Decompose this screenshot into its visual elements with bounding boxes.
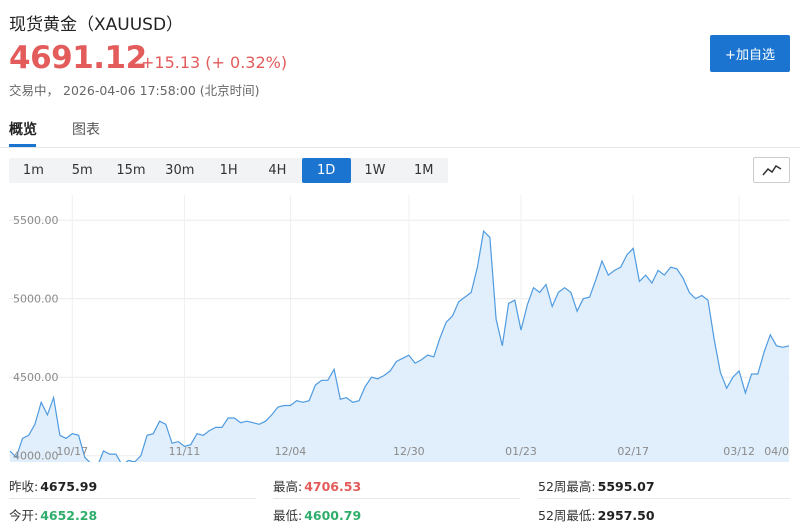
stat-52w-low: 52周最低: 2957.50	[538, 505, 655, 524]
stats-table: 昨收: 4675.99 最高: 4706.53 52周最高: 5595.07 今开: 4…	[0, 470, 800, 528]
stat-value: 5595.07	[597, 479, 655, 494]
divider	[9, 498, 256, 499]
period-4h[interactable]: 4H	[268, 163, 287, 178]
stat-high: 最高: 4706.53	[273, 476, 361, 495]
line-chart-icon	[761, 164, 781, 176]
stat-value: 2957.50	[597, 508, 655, 523]
period-selector: 1m 5m 15m 30m 1H 4H 1D 1W 1M	[9, 158, 449, 183]
period-1m[interactable]: 1m	[22, 163, 44, 178]
trading-status: 交易中，	[9, 83, 60, 98]
active-tab-indicator	[9, 144, 36, 147]
x-tick-label: 01/23	[505, 445, 537, 458]
trading-status-line: 交易中， 2026-04-06 17:58:00 (北京时间)	[9, 80, 260, 99]
y-tick-label: 5500.00	[13, 214, 59, 227]
price-chart[interactable]: 5500.00 5000.00 4500.00 4000.00 10/17 11/11 12…	[9, 195, 790, 462]
stat-52w-high: 52周最高: 5595.07	[538, 476, 655, 495]
price-line	[9, 229, 790, 462]
stat-label: 52周最低:	[538, 508, 596, 523]
quote-datetime: 2026-04-06 17:58:00 (北京时间)	[63, 83, 260, 98]
period-1w[interactable]: 1W	[364, 163, 386, 178]
stat-label: 今开:	[9, 508, 39, 523]
y-tick-label: 4000.00	[13, 450, 59, 462]
chart-type-button[interactable]	[753, 157, 790, 183]
period-5m[interactable]: 5m	[71, 163, 93, 178]
price-change: +15.13 (+ 0.32%)	[141, 53, 288, 72]
stat-value: 4600.79	[304, 508, 362, 523]
y-tick-label: 5000.00	[13, 293, 59, 306]
stats-row: 今开: 4652.28 最低: 4600.79 52周最低: 2957.50	[0, 499, 800, 528]
x-tick-label: 10/17	[56, 445, 88, 458]
divider	[273, 498, 520, 499]
x-tick-label: 03/12	[723, 445, 755, 458]
x-tick-label: 12/04	[275, 445, 307, 458]
stat-label: 52周最高:	[538, 479, 596, 494]
x-tick-label: 12/30	[393, 445, 425, 458]
stat-value: 4675.99	[40, 479, 98, 494]
period-1h[interactable]: 1H	[219, 163, 238, 178]
period-15m[interactable]: 15m	[116, 163, 146, 178]
x-tick-label: 02/17	[617, 445, 649, 458]
stat-label: 昨收:	[9, 479, 39, 494]
divider	[538, 498, 790, 499]
stat-open: 今开: 4652.28	[9, 505, 97, 524]
x-tick-label: 11/11	[169, 445, 201, 458]
stat-label: 最低:	[273, 508, 303, 523]
y-tick-label: 4500.00	[13, 371, 59, 384]
tab-overview[interactable]: 概览	[9, 122, 37, 138]
current-price: 4691.12	[9, 40, 147, 76]
add-to-watchlist-button[interactable]: +加自选	[710, 35, 790, 72]
stat-value: 4706.53	[304, 479, 362, 494]
x-tick-label: 04/0	[764, 445, 789, 458]
period-30m[interactable]: 30m	[165, 163, 195, 178]
stat-value: 4652.28	[40, 508, 98, 523]
tab-chart[interactable]: 图表	[72, 122, 100, 138]
stat-label: 最高:	[273, 479, 303, 494]
stats-row: 昨收: 4675.99 最高: 4706.53 52周最高: 5595.07	[0, 470, 800, 499]
instrument-title: 现货黄金（XAUUSD）	[9, 15, 184, 35]
price-area	[10, 231, 789, 462]
stat-prev-close: 昨收: 4675.99	[9, 476, 97, 495]
view-tabs: 概览 图表	[0, 118, 800, 148]
period-1mo[interactable]: 1M	[414, 163, 434, 178]
period-1d[interactable]: 1D	[301, 158, 351, 183]
stat-low: 最低: 4600.79	[273, 505, 361, 524]
